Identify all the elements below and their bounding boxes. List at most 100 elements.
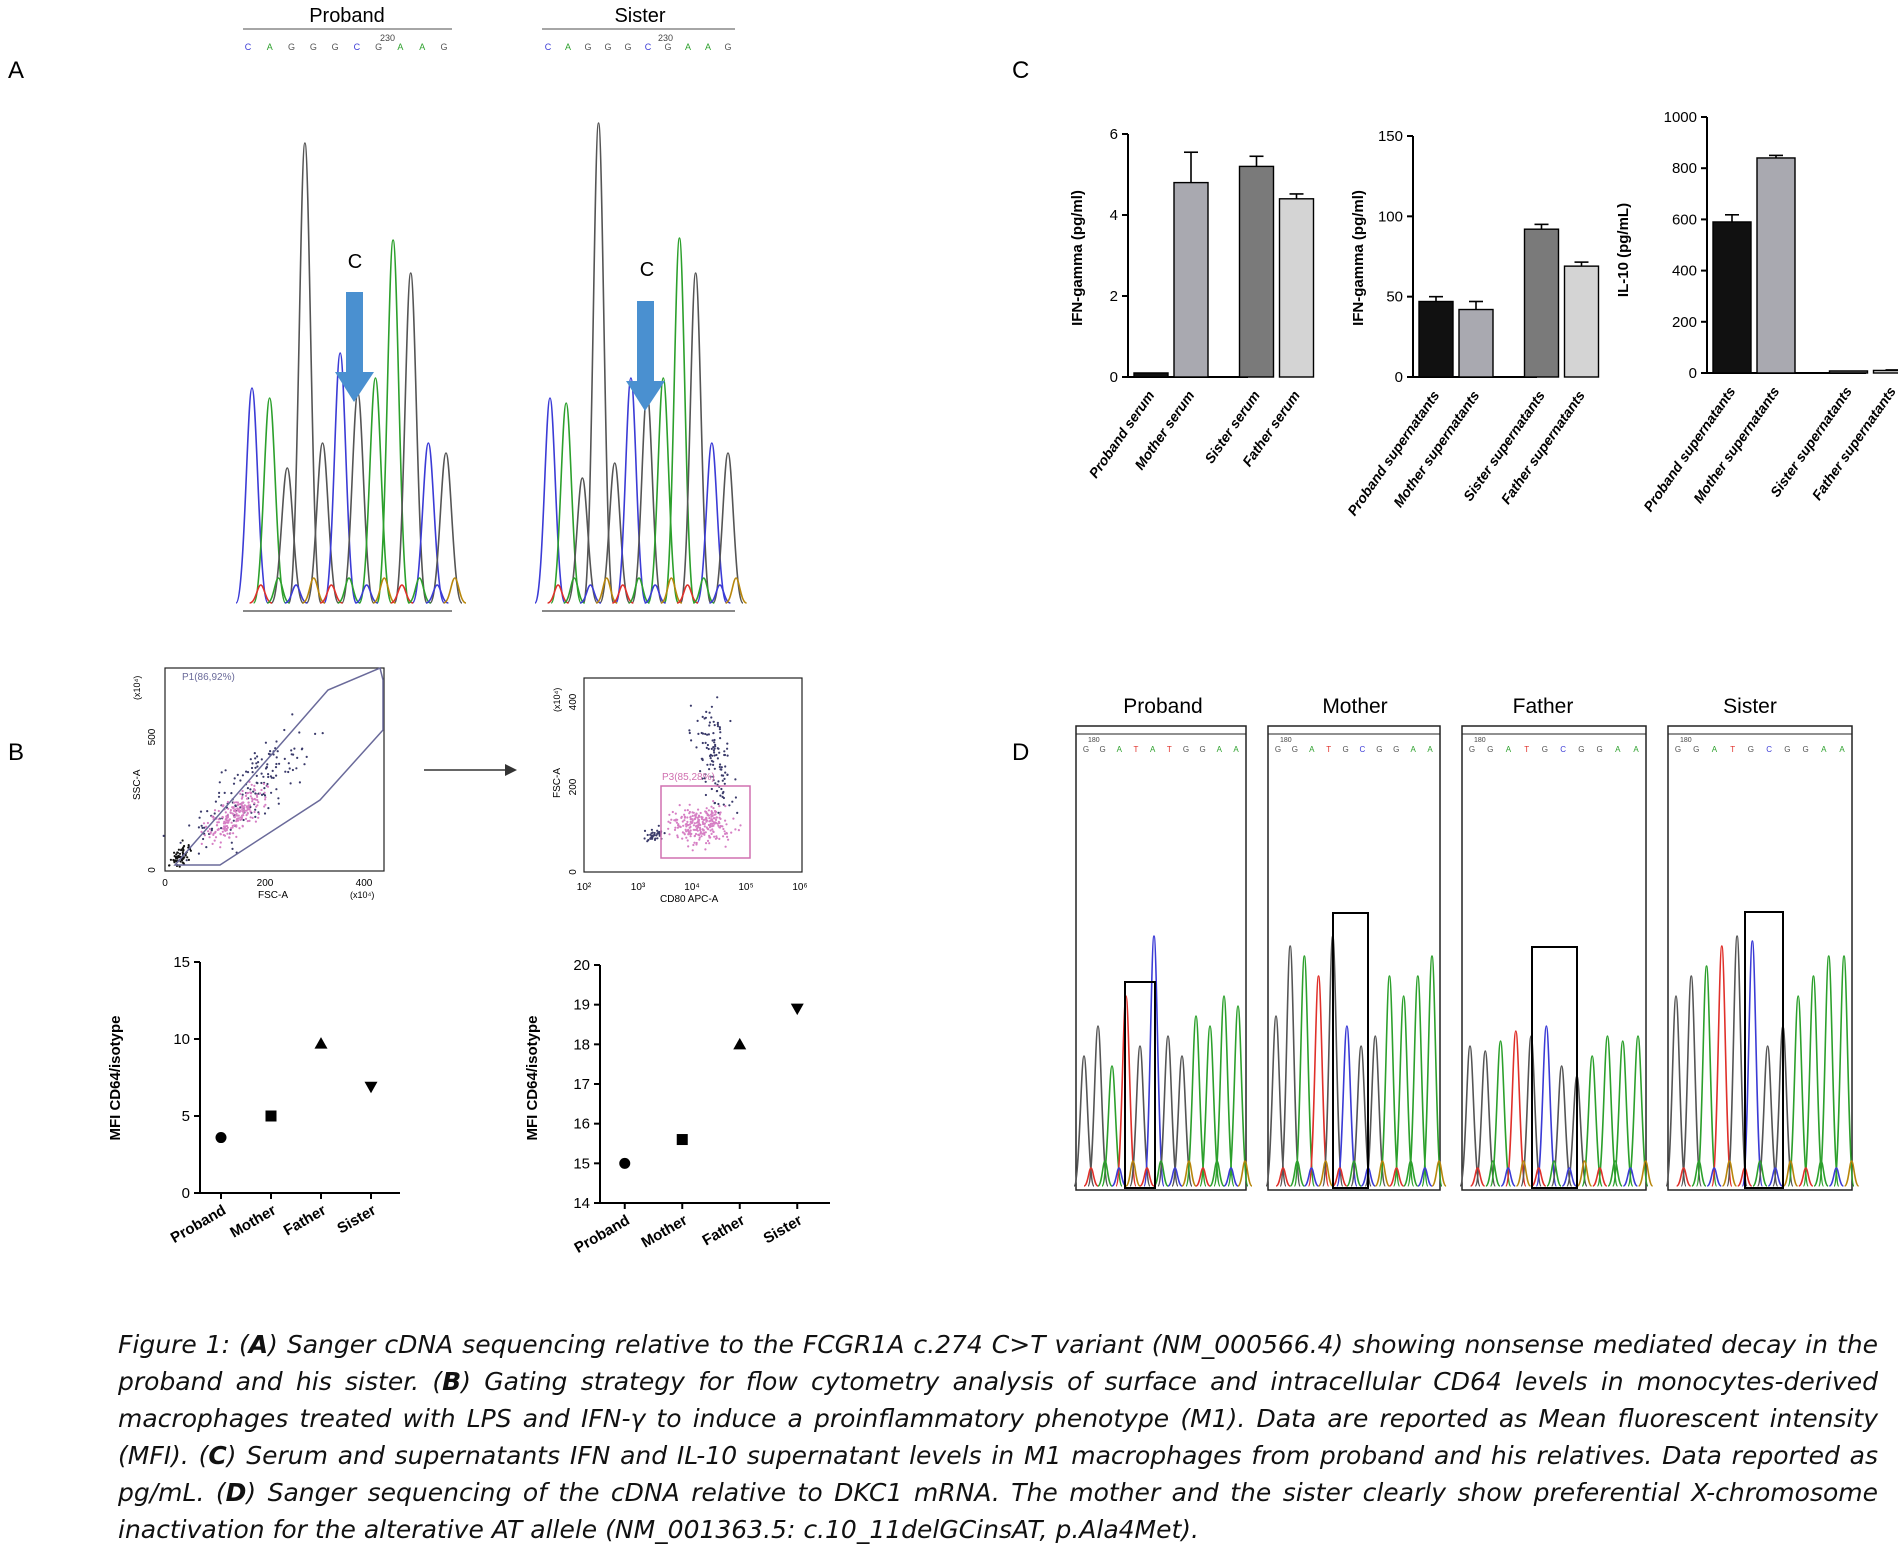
event-dot [680, 815, 683, 818]
event-dot [712, 746, 715, 749]
event-dot [235, 835, 238, 839]
trace-peak [266, 577, 291, 604]
event-dot [246, 820, 249, 823]
event-dot [181, 847, 184, 850]
trace [235, 142, 467, 604]
event-dot [712, 830, 715, 834]
event-dot [266, 785, 269, 788]
event-dot [250, 766, 254, 770]
caption-segment: D [225, 1478, 247, 1507]
event-dot [710, 822, 713, 825]
event-dot [278, 762, 281, 765]
event-dot [688, 832, 691, 835]
category-label: Father supernatants [1809, 383, 1898, 503]
event-dot [202, 822, 206, 825]
chromatogram-title: Proband [1123, 695, 1202, 718]
base-call: T [1167, 745, 1172, 754]
event-dot [253, 789, 257, 792]
trace-peak [1101, 1065, 1123, 1187]
event-dot [230, 792, 233, 795]
axis-label-x: CD80 APC-A [660, 894, 719, 905]
event-dot [708, 724, 711, 727]
y-tick-label: 150 [1378, 128, 1403, 145]
event-dot [256, 804, 259, 807]
event-dot [249, 791, 252, 794]
event-dot [253, 784, 256, 788]
base-call: T [1134, 745, 1139, 754]
event-dot [706, 733, 709, 736]
trace-peak [1389, 1167, 1404, 1187]
event-dot [709, 824, 712, 827]
event-dot [667, 820, 670, 823]
base-call: G [1469, 745, 1475, 754]
bar [1133, 372, 1169, 378]
trace-peak [1576, 1160, 1593, 1187]
event-dot [700, 815, 703, 819]
event-dot [275, 788, 278, 791]
event-dot [213, 812, 216, 815]
event-dot [178, 865, 181, 868]
event-dot [710, 716, 713, 719]
event-dot [227, 821, 230, 824]
event-dot [230, 841, 233, 844]
event-dot [722, 803, 725, 806]
event-dot [713, 817, 716, 820]
trace-peak [1307, 975, 1330, 1187]
event-dot [234, 810, 237, 813]
base-call: C [645, 42, 652, 52]
event-dot [256, 795, 259, 799]
event-dot [197, 852, 200, 855]
event-dot [251, 816, 254, 820]
event-dot [213, 839, 216, 842]
event-dot [235, 820, 238, 823]
event-dot [219, 846, 222, 849]
event-dot [200, 824, 203, 827]
base-call: A [1615, 745, 1621, 754]
trace-peak [1561, 1167, 1577, 1187]
event-dot [671, 810, 674, 814]
event-dot [267, 752, 270, 756]
trace-peak [1627, 1035, 1649, 1187]
event-dot [712, 749, 716, 752]
event-dot [177, 848, 180, 851]
trace-peak [1289, 1160, 1306, 1187]
event-dot [715, 816, 718, 819]
event-dot [214, 836, 218, 839]
bar [1418, 300, 1454, 378]
trace-peak [1431, 1160, 1447, 1187]
event-dot [221, 830, 224, 833]
data-point [215, 1132, 227, 1144]
event-dot [274, 766, 278, 769]
event-dot [653, 833, 656, 837]
event-dot [686, 820, 689, 824]
trace-peak [566, 477, 599, 604]
event-dot [173, 851, 176, 854]
event-dot [699, 770, 702, 773]
base-call: G [1802, 745, 1808, 754]
trace-peak [1798, 1167, 1814, 1187]
bar [1828, 370, 1869, 374]
event-dot [223, 825, 226, 828]
event-dot [232, 782, 236, 785]
event-dot [231, 824, 234, 828]
sequence-position: 180 [1088, 737, 1100, 744]
event-dot [676, 818, 679, 821]
trace-peak [1181, 1160, 1197, 1187]
data-point [733, 1037, 747, 1050]
trace-peak [644, 584, 666, 604]
bar [1523, 228, 1560, 378]
event-dot [264, 767, 268, 770]
event-dot [683, 815, 687, 818]
base-call: A [705, 42, 711, 52]
trace [1459, 1025, 1654, 1187]
trace-peak [235, 387, 269, 604]
event-dot [704, 773, 707, 776]
event-dot [715, 836, 718, 840]
event-dot [249, 758, 252, 761]
event-dot [246, 812, 249, 815]
trace-peak [679, 272, 712, 604]
base-call: C [1766, 745, 1772, 754]
event-dot [708, 820, 711, 823]
event-dot [253, 802, 256, 805]
